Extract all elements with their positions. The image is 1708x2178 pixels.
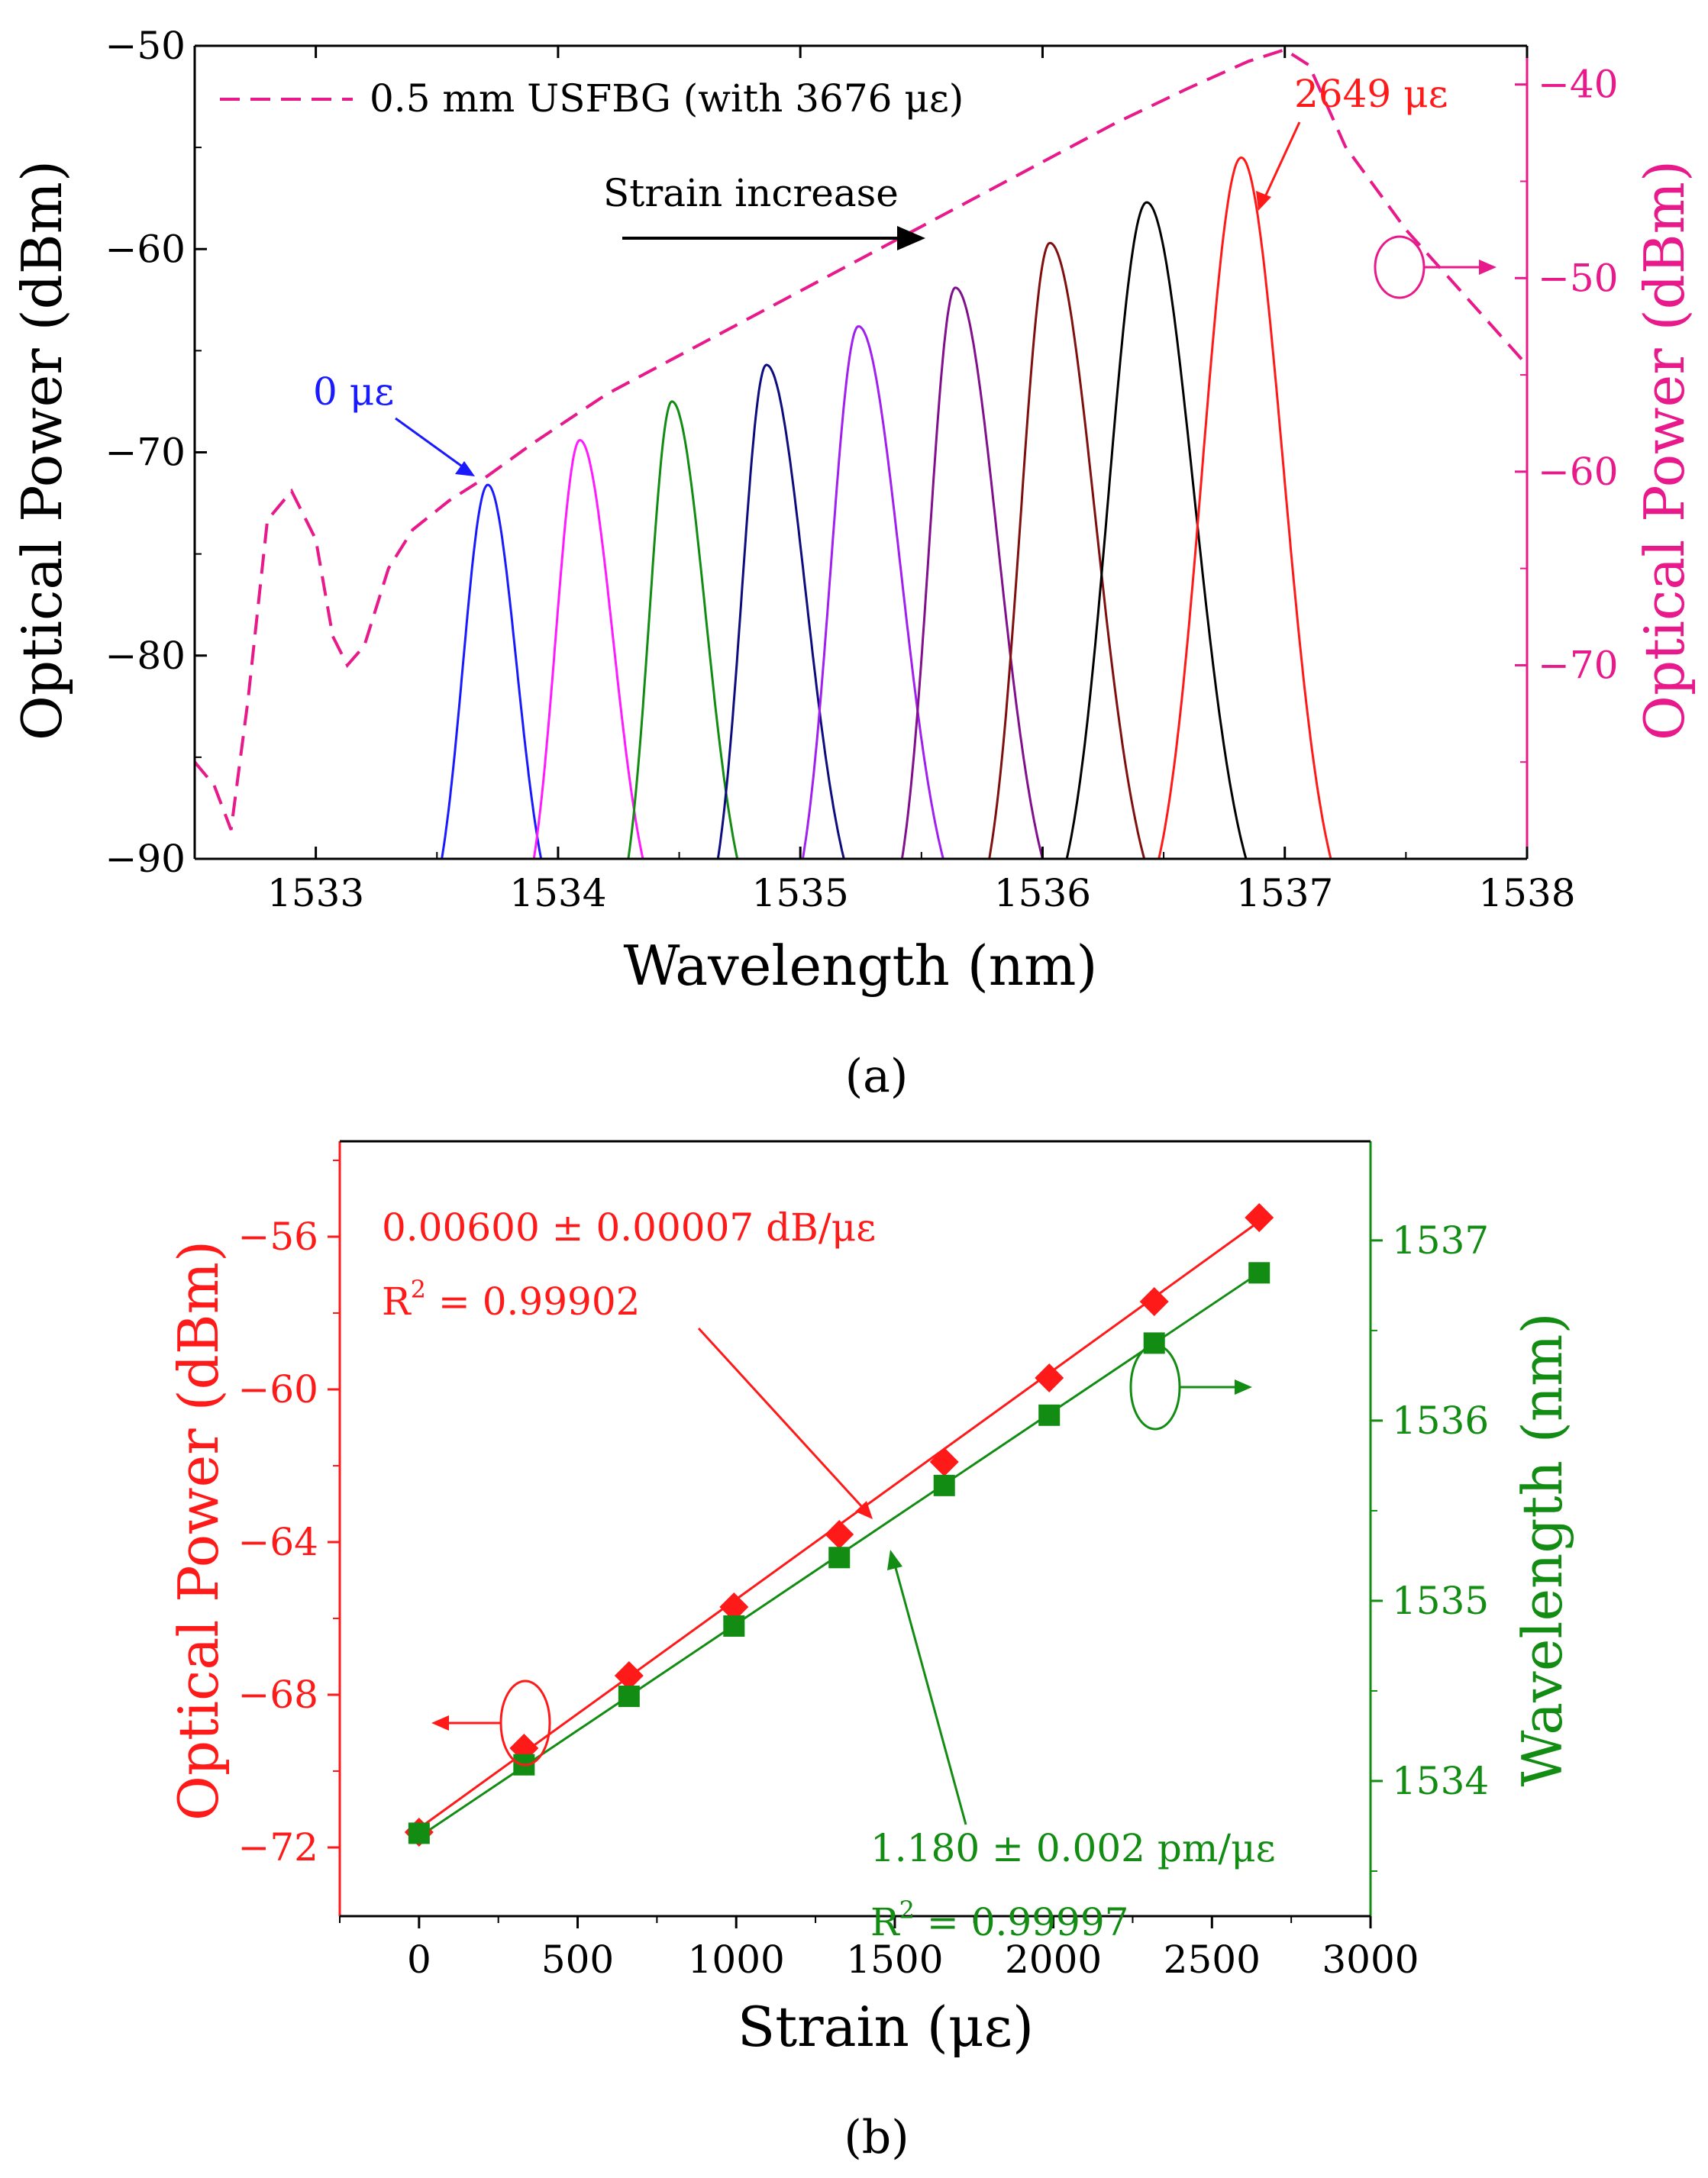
panel-b-y-tick-label: −72 — [237, 1825, 318, 1870]
usfbg-legend-label: 0.5 mm USFBG (with 3676 με) — [370, 76, 964, 121]
panel-a-x-tick-label: 1537 — [1236, 871, 1333, 915]
power-point — [929, 1447, 959, 1476]
power-fit-slope: 0.00600 ± 0.00007 dB/με — [382, 1205, 876, 1250]
panel-a-y-tick-label: −80 — [105, 634, 186, 678]
panel-a-series-group — [195, 47, 1527, 859]
right-axis-indicator-arrowhead — [1479, 260, 1497, 275]
max-strain-label: 2649 με — [1294, 72, 1448, 116]
wavelength-point — [723, 1615, 745, 1637]
spectrum-2318-ue — [1065, 201, 1248, 859]
max-strain-arrowhead — [1256, 191, 1271, 211]
panel-a-y2-tick-label: −40 — [1538, 63, 1619, 107]
panel-b-x-tick-label: 3000 — [1322, 1938, 1419, 1982]
panel-b-y2-tick-label: 1535 — [1392, 1579, 1489, 1623]
power-point — [825, 1520, 854, 1549]
wavelength-point — [828, 1547, 851, 1569]
spectrum-331-ue — [532, 439, 644, 859]
wavelength-point — [1038, 1404, 1061, 1426]
wavelength-fit-arrowhead — [887, 1550, 902, 1570]
panel-b-y2-tick-label: 1534 — [1392, 1759, 1489, 1803]
panel-a-y-tick-label: −50 — [105, 24, 186, 68]
spectrum-1987-ue — [988, 241, 1146, 859]
strain-increase-arrowhead — [897, 226, 925, 250]
wavelength-point — [1143, 1332, 1165, 1354]
panel-b-x-axis-title: Strain (με) — [738, 1995, 1034, 2059]
panel-a-x-tick-label: 1536 — [994, 871, 1091, 915]
right-axis-indicator-arrowhead-b — [1235, 1379, 1252, 1395]
panel-b-y2-tick-label: 1536 — [1392, 1399, 1489, 1443]
zero-strain-arrow — [395, 417, 470, 473]
panel-a-y2-tick-label: −60 — [1538, 450, 1619, 494]
power-point — [1245, 1203, 1274, 1232]
wavelength-fit-arrow — [893, 1564, 967, 1825]
panel-b-y2-tick-label: 1537 — [1392, 1218, 1489, 1263]
panel-b-x-tick-label: 1500 — [846, 1938, 943, 1982]
spectrum-993-ue — [716, 363, 845, 859]
panel-a-x-tick-label: 1538 — [1478, 871, 1575, 915]
panel-a-y-tick-label: −90 — [105, 837, 186, 881]
right-axis-indicator-ellipse-b — [1129, 1344, 1181, 1431]
wavelength-point — [408, 1822, 430, 1844]
panel-b-axes: 0 500 1000 1500 2000 2500 3000 −72 −68 −64 −60 −56 1… — [237, 1140, 1489, 1982]
panel-b-y-tick-label: −68 — [237, 1673, 318, 1717]
panel-a-y2-tick-label: −70 — [1538, 643, 1619, 687]
wavelength-point — [933, 1474, 955, 1496]
panel-b-x-tick-label: 500 — [541, 1938, 614, 1982]
panel-a-plot — [195, 47, 1527, 859]
panel-b-y-tick-label: −64 — [237, 1520, 318, 1564]
power-fit-arrow — [697, 1327, 864, 1509]
power-point — [719, 1592, 749, 1621]
strain-increase-label: Strain increase — [603, 171, 899, 215]
power-point — [1139, 1287, 1169, 1316]
spectrum-1656-ue — [900, 286, 1044, 859]
panel-a-y-tick-label: −60 — [105, 227, 186, 271]
panel-b-x-tick-label: 2000 — [1005, 1938, 1102, 1982]
zero-strain-label: 0 με — [313, 369, 394, 414]
panel-a-y-tick-label: −70 — [105, 431, 186, 475]
panel-a-y2-tick-label: −50 — [1538, 256, 1619, 300]
power-point — [1035, 1363, 1064, 1392]
spectrum-1325-ue — [801, 324, 944, 859]
panel-b-y-tick-label: −56 — [237, 1215, 318, 1259]
panel-b-y-axis-title: Optical Power (dBm) — [166, 1241, 231, 1821]
panel-b: 0 500 1000 1500 2000 2500 3000 −72 −68 −64 −60 −56 1… — [166, 1140, 1574, 2164]
wavelength-fit-r2: R2 = 0.99997 — [870, 1896, 1128, 1944]
panel-b-y-tick-label: −60 — [237, 1367, 318, 1412]
panel-b-y2-axis-title: Wavelength (nm) — [1510, 1312, 1574, 1786]
wavelength-point — [1248, 1262, 1271, 1284]
max-strain-arrow — [1262, 121, 1301, 201]
wavelength-fit-slope: 1.180 ± 0.002 pm/με — [870, 1826, 1276, 1870]
panel-b-plot — [404, 1203, 1274, 1847]
panel-b-x-tick-label: 1000 — [688, 1938, 785, 1982]
panel-b-x-tick-label: 0 — [407, 1938, 431, 1982]
usfbg-dashed-line — [195, 47, 1527, 831]
panel-a-y-axis-title: Optical Power (dBm) — [10, 160, 74, 741]
panel-a-x-tick-label: 1535 — [752, 871, 849, 915]
left-axis-indicator-arrowhead — [431, 1715, 449, 1731]
panel-a-x-tick-label: 1533 — [267, 871, 364, 915]
spectrum-0-ue — [441, 483, 543, 859]
spectrum-662-ue — [627, 400, 739, 859]
right-axis-indicator-ellipse — [1374, 235, 1425, 299]
panel-a-x-axis-title: Wavelength (nm) — [623, 934, 1097, 998]
panel-a-x-tick-label: 1534 — [509, 871, 606, 915]
zero-strain-arrowhead — [455, 461, 475, 476]
power-fit-arrowhead — [855, 1501, 873, 1519]
panel-a-axes: 1533 1534 1535 1536 1537 1538 −90 −80 −70 −60 −50 −… — [105, 24, 1618, 915]
panel-a-y2-axis-title: Optical Power (dBm) — [1632, 160, 1697, 741]
panel-a: 1533 1534 1535 1536 1537 1538 −90 −80 −70 −60 −50 −… — [10, 24, 1697, 1103]
panel-a-caption: (a) — [845, 1050, 909, 1103]
power-point — [614, 1661, 644, 1690]
wavelength-point — [618, 1686, 640, 1708]
panel-b-x-tick-label: 2500 — [1164, 1938, 1261, 1982]
power-fit-r2: R2 = 0.99902 — [382, 1275, 640, 1324]
spectrum-2649-ue — [1158, 156, 1332, 859]
panel-b-caption: (b) — [844, 2111, 909, 2164]
